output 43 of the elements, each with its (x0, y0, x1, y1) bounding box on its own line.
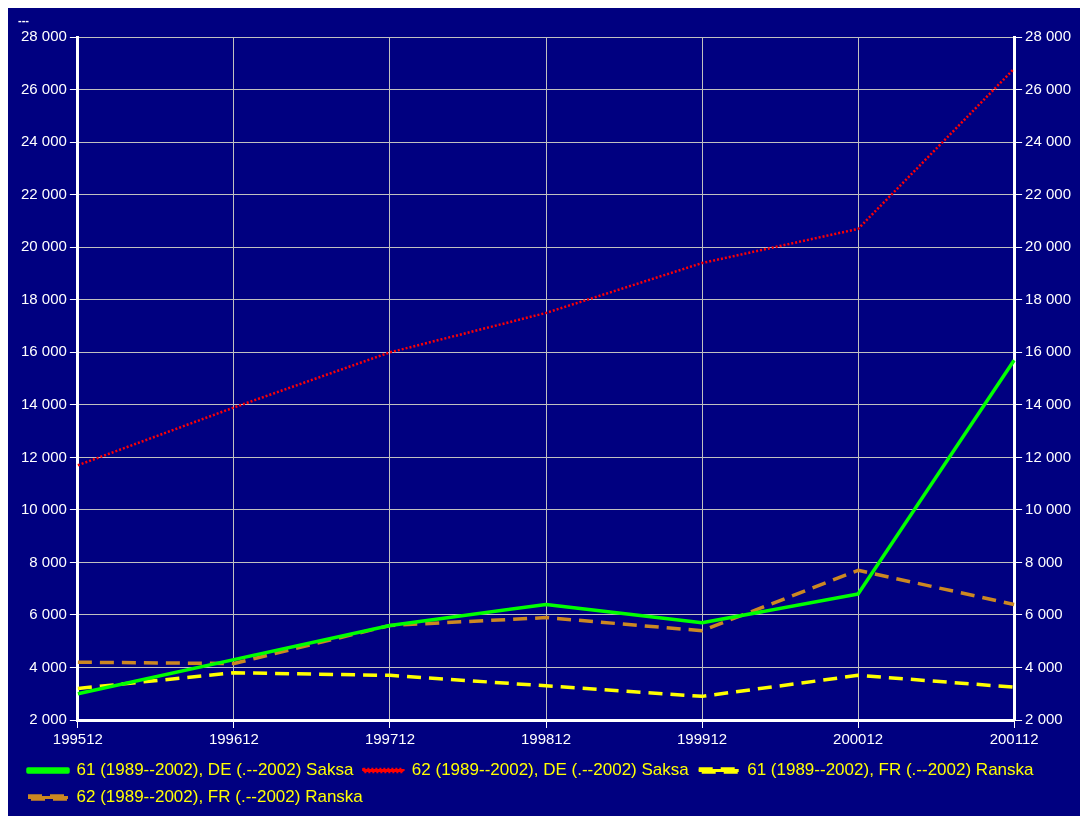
y-tick-label: 18 000 (20, 289, 67, 307)
legend-label: 62 (1989--2002), FR (.--2002) Ranska (76, 787, 364, 807)
y-tick-label: 2 000 (29, 710, 67, 728)
y2-tick-label: 26 000 (1025, 79, 1072, 97)
y-tick-label: 26 000 (20, 79, 67, 97)
y-tick-label: 16 000 (20, 342, 67, 360)
y-tick-label: 24 000 (20, 132, 67, 150)
x-tick-label: 199812 (520, 730, 572, 748)
y-tick-label: 6 000 (29, 605, 67, 623)
y2-tick-label: 4 000 (1025, 657, 1063, 675)
x-tick-label: 199512 (52, 730, 103, 748)
line-series (76, 670, 1016, 699)
legend-label: 61 (1989--2002), FR (.--2002) Ranska (747, 760, 1035, 780)
y2-tick-label: 20 000 (1025, 237, 1072, 255)
line-series (76, 568, 1016, 666)
y-tick-label: 4 000 (29, 657, 67, 675)
y2-tick-label: 22 000 (1025, 184, 1072, 202)
y-tick-label: 12 000 (20, 447, 67, 465)
x-tick-label: 200012 (833, 730, 884, 748)
y2-tick-label: 14 000 (1025, 395, 1072, 412)
y2-tick-label: 28 000 (1025, 27, 1072, 45)
legend-label: 61 (1989--2002), DE (.--2002) Saksa (76, 760, 354, 780)
y2-tick-label: 24 000 (1025, 132, 1072, 150)
y-tick-label: 8 000 (29, 552, 67, 570)
y2-tick-label: 2 000 (1025, 710, 1063, 728)
y2-tick-label: 16 000 (1025, 342, 1072, 360)
x-tick-label: 199612 (208, 730, 259, 748)
y2-tick-label: 8 000 (1025, 552, 1063, 570)
x-tick-label: 200112 (989, 730, 1039, 748)
y2-tick-label: 12 000 (1025, 447, 1072, 465)
chart-title: --- (18, 13, 30, 26)
y-tick-label: 28 000 (20, 27, 67, 45)
y2-tick-label: 18 000 (1025, 289, 1072, 307)
y-tick-label: 14 000 (20, 395, 67, 412)
y-tick-label: 22 000 (20, 184, 67, 202)
x-tick-label: 199712 (364, 730, 415, 748)
y-tick-label: 10 000 (20, 500, 67, 518)
legend-label: 62 (1989--2002), DE (.--2002) Saksa (411, 760, 690, 780)
line-series (76, 67, 1016, 467)
y2-tick-label: 10 000 (1025, 500, 1072, 518)
y-tick-label: 20 000 (20, 237, 67, 255)
x-tick-label: 199912 (677, 730, 728, 748)
y2-tick-label: 6 000 (1025, 605, 1063, 623)
